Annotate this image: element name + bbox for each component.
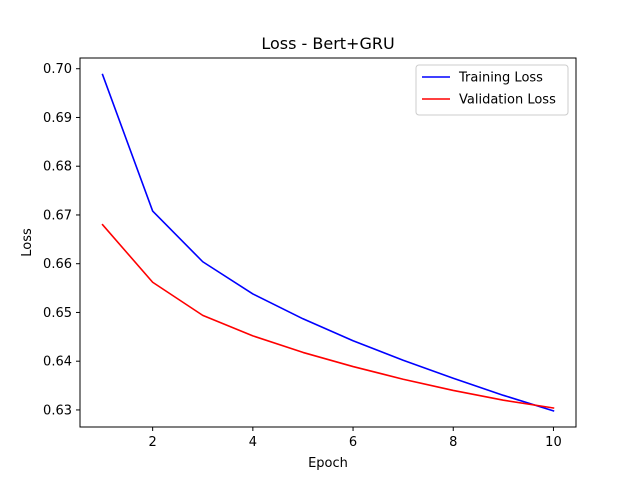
x-tick-label: 4 xyxy=(249,435,257,450)
y-axis: 0.63 0.64 0.65 0.66 0.67 0.68 0.69 0.70 xyxy=(43,62,80,418)
x-tick-label: 8 xyxy=(449,435,457,450)
y-tick-label: 0.63 xyxy=(43,403,72,418)
y-tick-label: 0.66 xyxy=(43,257,72,272)
plot-frame xyxy=(79,57,577,428)
x-tick-label: 6 xyxy=(349,435,357,450)
plot-area xyxy=(79,57,577,428)
y-tick-label: 0.64 xyxy=(43,355,72,370)
series-layer xyxy=(101,73,555,412)
series-line-training-loss xyxy=(101,73,555,412)
x-axis-label: Epoch xyxy=(308,456,348,471)
y-tick-label: 0.69 xyxy=(43,111,72,126)
legend-label-training-loss: Training Loss xyxy=(458,71,543,86)
y-tick-label: 0.68 xyxy=(43,160,72,175)
legend: Training Loss Validation Loss xyxy=(415,64,569,116)
y-tick-label: 0.65 xyxy=(43,306,72,321)
series-line-validation-loss xyxy=(101,223,555,409)
y-tick-label: 0.70 xyxy=(43,62,72,77)
x-axis: 2 4 6 8 10 xyxy=(149,427,562,450)
legend-box xyxy=(415,64,569,116)
x-tick-label: 2 xyxy=(149,435,157,450)
y-axis-label: Loss xyxy=(20,228,35,257)
legend-label-validation-loss: Validation Loss xyxy=(459,93,556,108)
y-tick-label: 0.67 xyxy=(43,208,72,223)
chart-title: Loss - Bert+GRU xyxy=(261,34,394,53)
x-tick-label: 10 xyxy=(545,435,562,450)
